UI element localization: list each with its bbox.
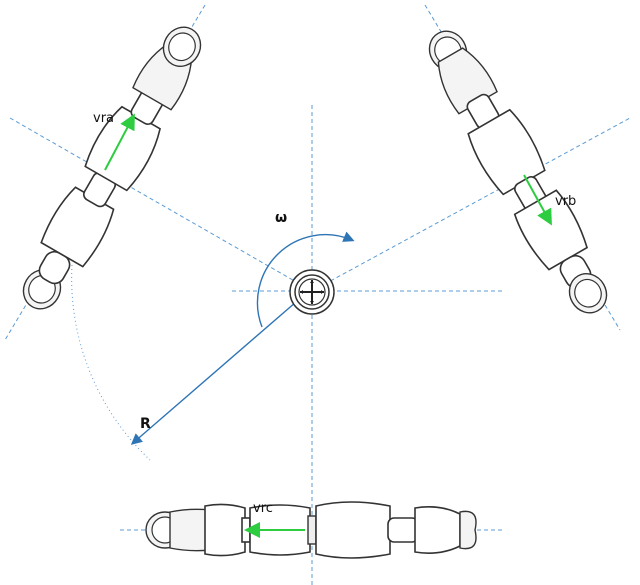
- vrc-label: vrc: [253, 501, 273, 516]
- radius-label: R: [140, 416, 151, 432]
- center-guides: [9, 105, 631, 585]
- omni-wheel-b: [428, 30, 608, 314]
- omega-label: ω: [275, 210, 287, 226]
- radius-arrow: [130, 301, 297, 445]
- vra-label: vra: [93, 111, 114, 126]
- omni-wheel-a: [22, 26, 202, 310]
- omega-arrow: [256, 231, 355, 328]
- velocity-arrow-a: [104, 113, 135, 171]
- guide-to-wheel-b: [311, 117, 631, 292]
- guide-to-wheel-a: [9, 117, 313, 292]
- radius-arc: [71, 264, 151, 461]
- omni-wheel-c: [145, 501, 477, 559]
- velocity-arrow-b: [523, 174, 552, 226]
- crosshair-hub-icon: [289, 269, 335, 315]
- vrb-label: vrb: [555, 194, 576, 209]
